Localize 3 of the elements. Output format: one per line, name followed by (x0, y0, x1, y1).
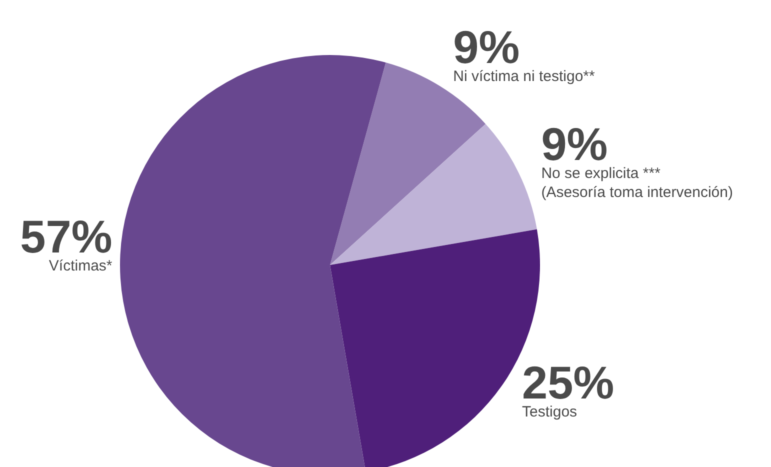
slice-label: Testigos (522, 403, 578, 420)
slice-label: Víctimas* (48, 257, 112, 274)
slice-label: No se explicita *** (Asesoría toma intervención) (541, 164, 733, 201)
